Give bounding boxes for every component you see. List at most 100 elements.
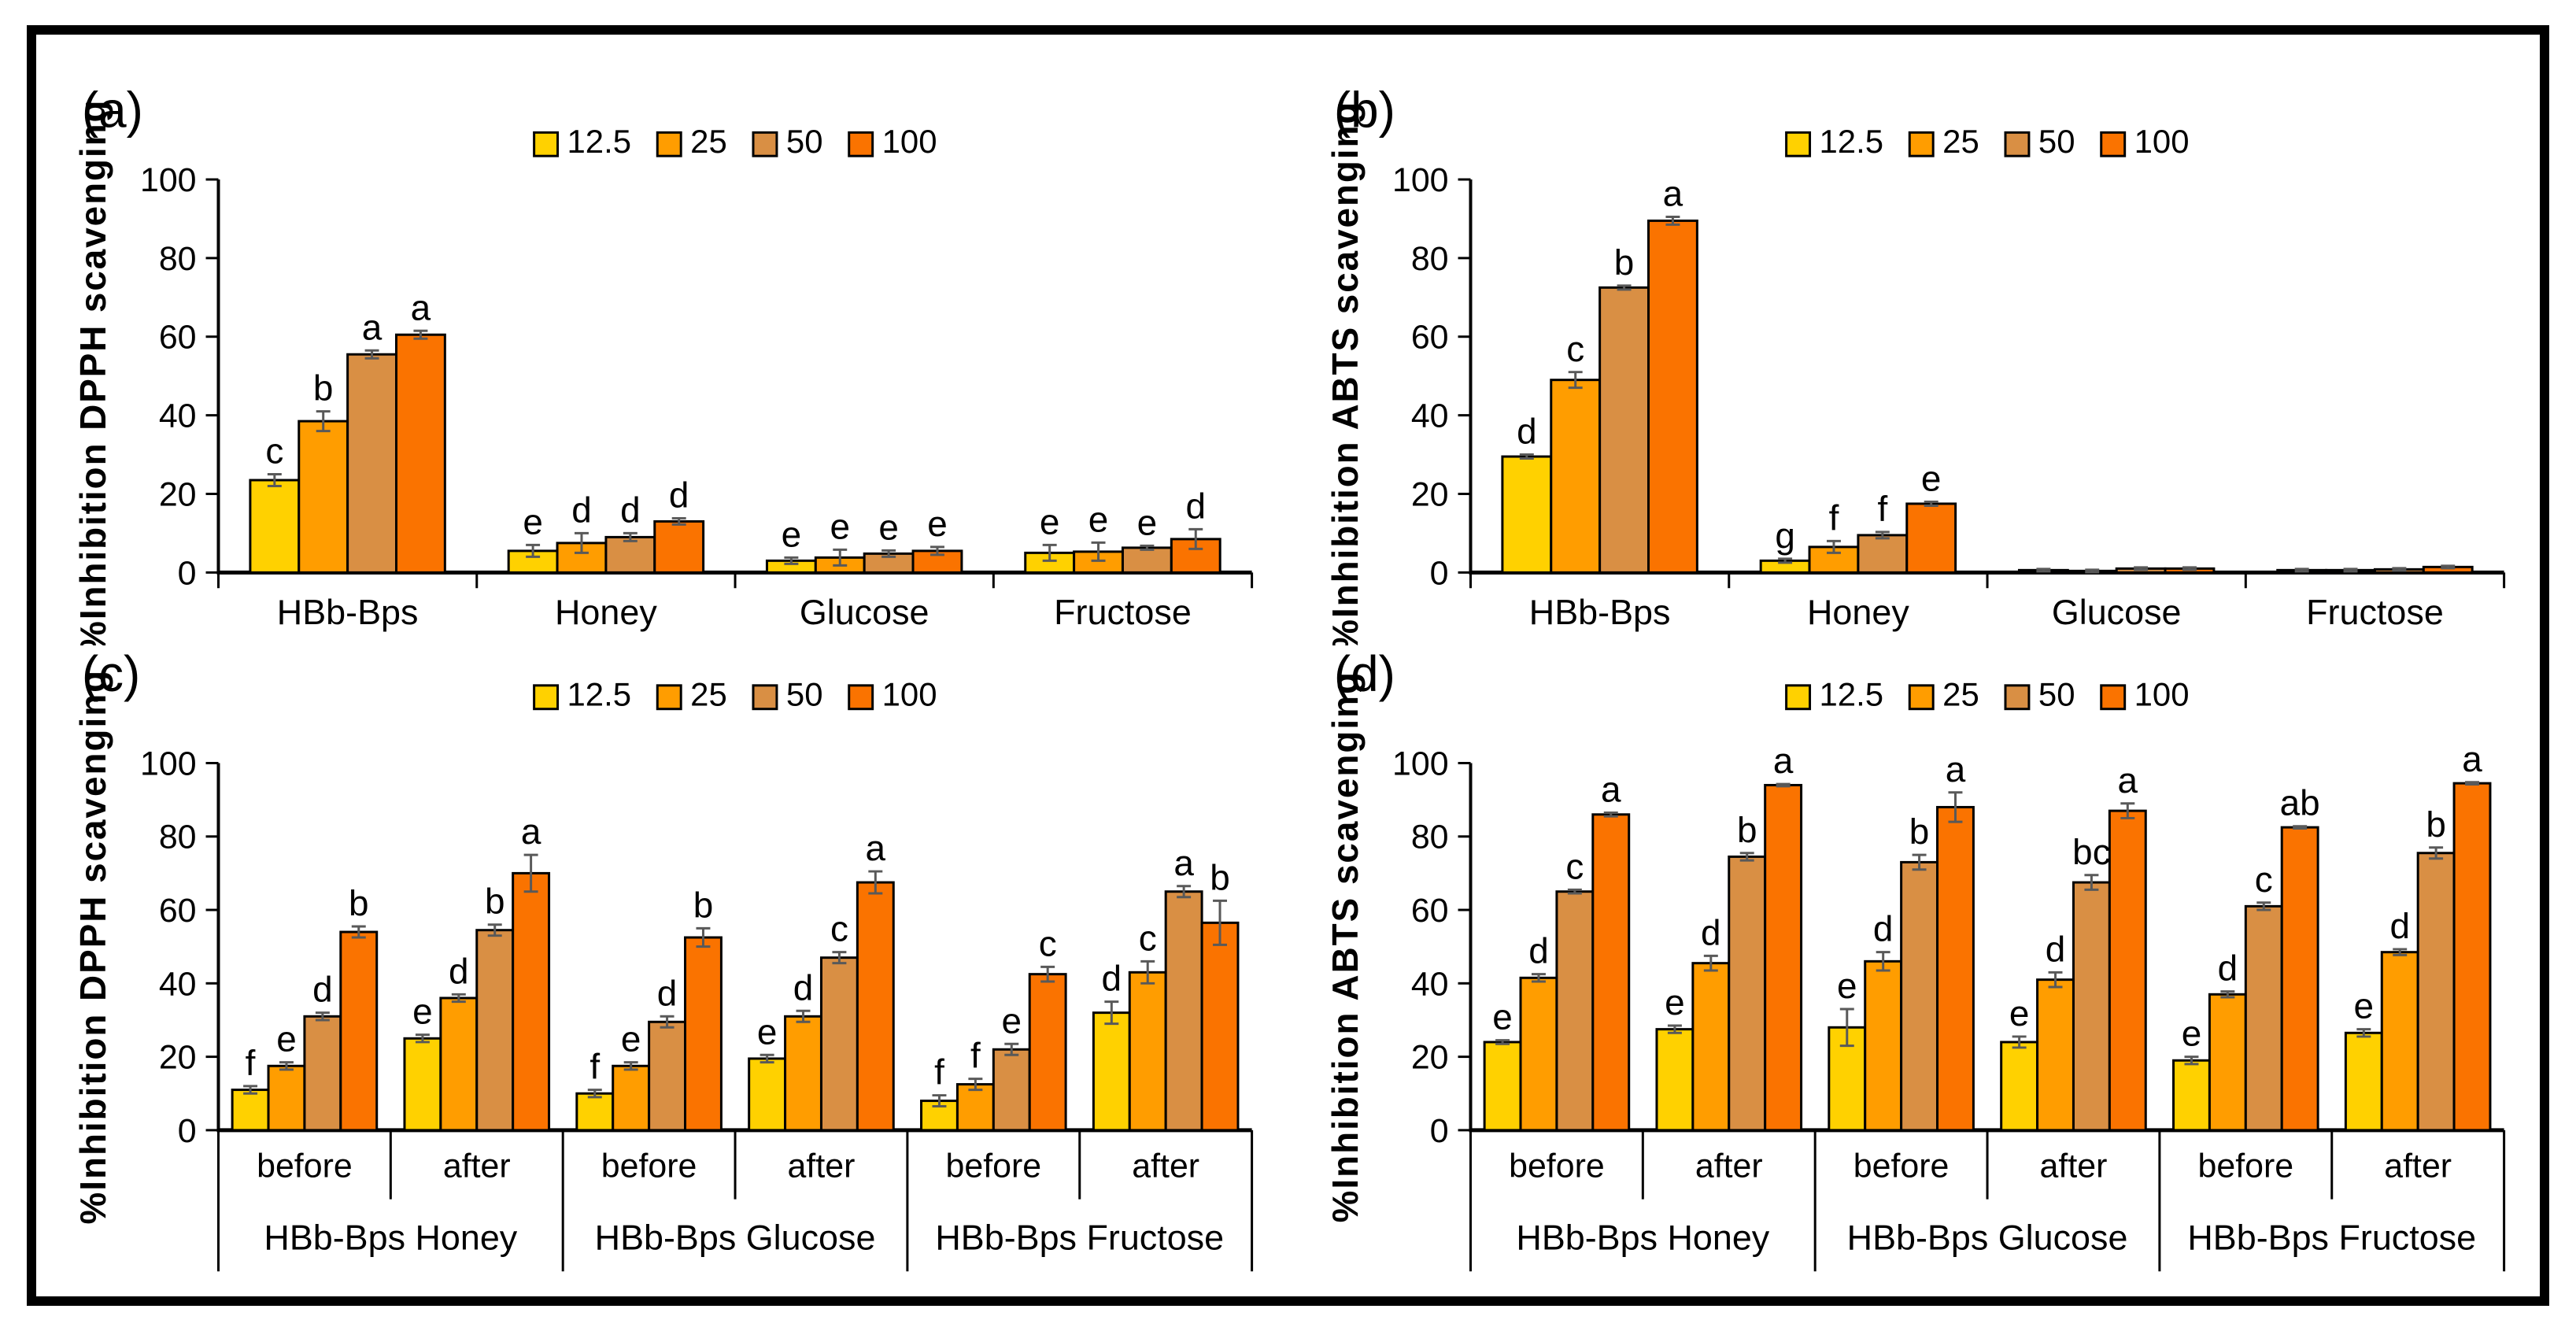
y-tick-label: 80 <box>1410 240 1448 278</box>
subcategory-label: before <box>946 1148 1042 1185</box>
significance-letter: f <box>1828 498 1839 538</box>
significance-letter: d <box>449 950 469 991</box>
significance-letter: b <box>1736 809 1757 850</box>
y-tick-label: 20 <box>159 475 197 513</box>
category-label: Honey <box>1807 592 1909 632</box>
legend-label: 100 <box>882 123 937 160</box>
category-label: Fructose <box>1054 592 1192 632</box>
bar <box>1591 813 1630 1132</box>
significance-letter: d <box>1102 958 1122 999</box>
significance-letter: e <box>1920 459 1941 499</box>
y-tick-label: 20 <box>159 1038 197 1076</box>
legend-label: 50 <box>2038 123 2075 160</box>
bar <box>2344 1031 2383 1132</box>
bar <box>439 996 479 1132</box>
significance-letter: d <box>1701 911 1721 952</box>
legend-swatch <box>752 131 778 157</box>
bar <box>1554 890 1594 1132</box>
significance-letter: e <box>1088 500 1109 540</box>
bar <box>684 936 723 1132</box>
significance-letter: c <box>1039 922 1057 963</box>
legend-swatch <box>2003 684 2030 711</box>
bar <box>748 1057 787 1132</box>
significance-letter: c <box>265 431 283 471</box>
legend-swatch <box>533 684 560 711</box>
significance-letter: d <box>312 969 333 1010</box>
significance-letter: e <box>830 507 850 547</box>
significance-letter: a <box>2462 738 2482 779</box>
significance-letter: b <box>349 882 369 923</box>
significance-letter: e <box>927 504 948 544</box>
bar <box>1519 976 1558 1132</box>
bar <box>1863 959 1902 1132</box>
y-tick-label: 40 <box>159 965 197 1003</box>
significance-letter: b <box>1613 242 1634 283</box>
bar <box>475 929 515 1132</box>
significance-letter: d <box>2045 928 2065 969</box>
significance-letter: d <box>620 490 641 531</box>
significance-letter: a <box>866 827 886 868</box>
y-tick-label: 60 <box>159 319 197 357</box>
subcategory-label: before <box>601 1148 697 1185</box>
y-tick-label: 60 <box>159 892 197 930</box>
bar <box>992 1048 1031 1132</box>
y-axis-title: %Inhibition DPPH scavenging <box>73 99 113 645</box>
group-label: HBb-Bps Fructose <box>935 1217 1224 1257</box>
subcategory-label: after <box>1695 1148 1762 1185</box>
legend-swatch <box>2099 684 2126 711</box>
legend-label: 50 <box>2038 676 2075 713</box>
y-tick-label: 40 <box>159 397 197 435</box>
legend-label: 12.5 <box>1819 676 1883 713</box>
significance-letter: g <box>1775 516 1795 556</box>
bar <box>2452 782 2491 1132</box>
significance-letter: e <box>276 1019 297 1059</box>
subcategory-label: before <box>1509 1148 1605 1185</box>
bar <box>1905 502 1957 574</box>
legend-label: 12.5 <box>567 676 632 713</box>
significance-letter: a <box>362 307 383 347</box>
significance-letter: c <box>1566 329 1584 369</box>
group-label: HBb-Bps Fructose <box>2187 1217 2476 1257</box>
y-tick-label: 60 <box>1410 319 1448 357</box>
subcategory-label: after <box>788 1148 856 1185</box>
y-axis-title: %Inhibition ABTS scavenging <box>1324 671 1365 1222</box>
significance-letter: a <box>1945 749 1965 789</box>
y-tick-label: 0 <box>178 1112 197 1150</box>
y-tick-label: 100 <box>1391 745 1448 782</box>
legend-label: 25 <box>690 676 727 713</box>
group-label: HBb-Bps Honey <box>1516 1217 1769 1257</box>
bar <box>1691 962 1730 1132</box>
bar <box>346 353 397 574</box>
y-tick-label: 60 <box>1410 892 1448 930</box>
significance-letter: d <box>2217 947 2238 988</box>
category-label: Fructose <box>2306 592 2444 632</box>
subcategory-label: after <box>443 1148 511 1185</box>
bar <box>2416 852 2456 1132</box>
bar <box>1646 219 1698 574</box>
y-axis-title: %Inhibition DPPH scavenging <box>72 669 113 1225</box>
legend-swatch <box>848 684 874 711</box>
y-tick-label: 20 <box>1410 475 1448 513</box>
legend-label: 50 <box>786 676 823 713</box>
significance-letter: e <box>1040 502 1060 542</box>
bar <box>303 1015 342 1132</box>
subcategory-label: after <box>2039 1148 2107 1185</box>
significance-letter: b <box>1210 856 1230 897</box>
legend-swatch <box>1908 131 1935 157</box>
bar <box>653 519 705 574</box>
bar <box>2208 993 2247 1132</box>
significance-letter: a <box>411 287 431 327</box>
significance-letter: d <box>657 972 678 1013</box>
bar <box>1999 1041 2038 1132</box>
bar <box>1598 286 1650 574</box>
bar <box>1935 805 1975 1132</box>
chart-panel-d: (d) 12.5 25 50 100 0 20 40 60 80 100 %Inhibition AB… <box>1324 645 2505 1272</box>
y-tick-label: 40 <box>1410 397 1448 435</box>
significance-letter: b <box>693 884 714 925</box>
bar <box>1856 534 1908 574</box>
y-tick-label: 100 <box>1391 161 1448 199</box>
significance-letter: b <box>313 368 334 409</box>
y-tick-label: 100 <box>140 161 197 199</box>
legend-label: 50 <box>786 123 823 160</box>
bar <box>1500 455 1552 574</box>
